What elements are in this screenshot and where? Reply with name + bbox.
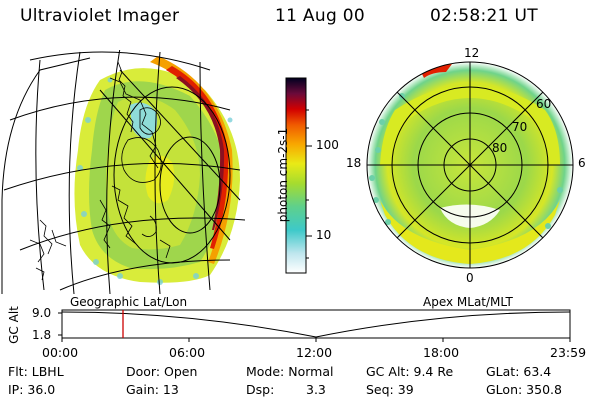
time-tick-0600: 06:00 bbox=[169, 345, 206, 360]
left-panel-edge bbox=[1, 57, 91, 294]
gc-altitude-info: GC Alt: 9.4 Re bbox=[366, 364, 454, 379]
mode-info: Mode: Normal bbox=[246, 364, 334, 379]
color-scale-ticks bbox=[306, 109, 312, 259]
apex-caption: Apex MLat/MLT bbox=[423, 295, 513, 309]
gain-info: Gain: 13 bbox=[126, 382, 179, 397]
polar-oval-dayside bbox=[380, 85, 560, 165]
dsp-label: Dsp: bbox=[246, 382, 275, 397]
filter-info: Flt: LBHL bbox=[8, 364, 64, 379]
colorbar-tick-10: 10 bbox=[316, 228, 332, 242]
altitude-axis-label: GC Alt bbox=[7, 306, 21, 344]
ip-info: IP: 36.0 bbox=[8, 382, 56, 397]
geographic-grid bbox=[3, 50, 246, 294]
polar-grid bbox=[366, 61, 574, 269]
geo-longitude-info: GLon: 350.8 bbox=[486, 382, 562, 397]
mlt-label-18: 18 bbox=[346, 156, 362, 170]
instrument-title: Ultraviolet Imager bbox=[20, 6, 180, 26]
colorbar-tick-100: 100 bbox=[316, 138, 339, 152]
mlt-label-12: 12 bbox=[464, 46, 480, 60]
mlt-label-0: 0 bbox=[466, 271, 474, 285]
color-scale-bar bbox=[285, 77, 307, 274]
observation-date: 11 Aug 00 bbox=[275, 6, 365, 26]
observation-time: 02:58:21 UT bbox=[430, 6, 538, 26]
polar-oval-nightside bbox=[380, 200, 560, 264]
time-tick-1800: 18:00 bbox=[423, 345, 460, 360]
altitude-trace bbox=[61, 311, 571, 338]
geo-latitude-info: GLat: 63.4 bbox=[486, 364, 552, 379]
mlt-label-6: 6 bbox=[578, 156, 586, 170]
time-tick-2359: 23:59 bbox=[550, 345, 587, 360]
geographic-image bbox=[3, 50, 246, 294]
altitude-tick-low: 1.8 bbox=[32, 328, 52, 342]
mlat-label-60: 60 bbox=[536, 97, 552, 111]
time-tick-1200: 12:00 bbox=[296, 345, 333, 360]
dsp-value: 3.3 bbox=[306, 382, 326, 397]
altitude-plot-ticks bbox=[58, 312, 571, 342]
geographic-caption: Geographic Lat/Lon bbox=[70, 295, 188, 309]
coastlines bbox=[29, 61, 171, 281]
time-tick-0000: 00:00 bbox=[42, 345, 79, 360]
colorbar-unit-label: photon cm-2s-1 bbox=[276, 127, 290, 223]
sequence-info: Seq: 39 bbox=[366, 382, 414, 397]
door-info: Door: Open bbox=[126, 364, 198, 379]
altitude-tick-high: 9.0 bbox=[32, 306, 52, 320]
mlat-label-70: 70 bbox=[512, 120, 528, 134]
mlat-label-80: 80 bbox=[492, 141, 508, 155]
